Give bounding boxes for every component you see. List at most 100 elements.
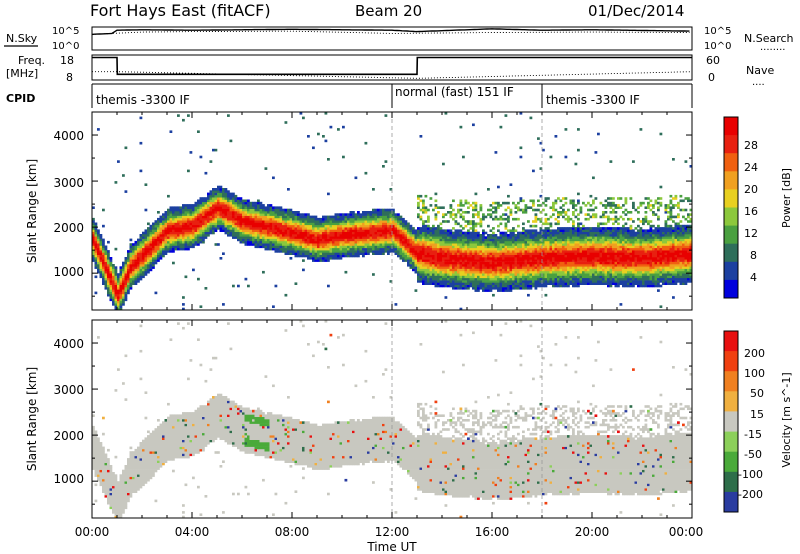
power-cell — [459, 266, 463, 269]
power-cell — [507, 245, 510, 249]
power-cell — [139, 261, 143, 265]
power-cell — [602, 264, 605, 267]
power-cell — [567, 234, 570, 237]
power-cell — [217, 192, 220, 196]
power-cell — [379, 222, 383, 226]
power-cell — [454, 213, 458, 216]
power-cell — [254, 220, 258, 223]
power-cell — [469, 222, 473, 226]
power-cell — [167, 211, 170, 214]
power-cell — [447, 257, 450, 260]
power-cell — [457, 280, 460, 283]
power-cell — [592, 208, 595, 212]
power-cell — [504, 238, 508, 242]
power-cell — [384, 114, 388, 117]
power-cell — [584, 270, 588, 274]
power-cell — [417, 234, 420, 237]
power-cell — [319, 234, 323, 237]
power-cell — [422, 252, 425, 255]
power-cell — [247, 220, 250, 223]
power-cell — [309, 217, 313, 221]
power-cell — [127, 289, 130, 292]
power-cell — [554, 261, 558, 265]
power-cell — [589, 257, 593, 260]
power-cell — [532, 169, 535, 173]
power-cell — [139, 250, 143, 253]
power-cell — [607, 243, 610, 246]
power-cell — [442, 268, 445, 272]
power-cell — [327, 231, 330, 235]
power-cell — [597, 266, 600, 269]
power-cell — [557, 273, 560, 276]
power-cell — [482, 240, 485, 244]
power-cell — [492, 231, 495, 235]
power-cell — [599, 264, 603, 267]
power-cell — [129, 254, 133, 258]
power-cell — [302, 213, 305, 216]
power-cell — [417, 194, 420, 198]
power-cell — [444, 273, 448, 276]
power-cell — [422, 211, 425, 214]
power-cell — [369, 229, 373, 232]
power-cell — [154, 229, 158, 232]
power-cell — [537, 252, 540, 255]
power-cell — [502, 284, 505, 288]
power-cell — [519, 277, 523, 281]
power-cell — [274, 215, 278, 219]
power-cell — [522, 268, 525, 272]
power-cell — [424, 277, 428, 281]
power-cell — [327, 215, 330, 219]
power-cell — [577, 280, 580, 283]
power-cell — [222, 217, 225, 221]
power-cell — [174, 247, 178, 251]
power-cell — [572, 213, 575, 216]
power-cell — [429, 257, 433, 260]
power-cell — [272, 217, 275, 221]
power-cell — [402, 240, 405, 244]
power-cell — [297, 211, 300, 214]
power-cell — [179, 215, 183, 219]
power-cell — [507, 240, 510, 244]
power-cell — [489, 204, 493, 207]
power-cell — [469, 273, 473, 276]
power-cell — [237, 199, 240, 203]
power-cell — [332, 257, 335, 260]
power-cell — [502, 275, 505, 279]
power-cell — [207, 220, 210, 223]
power-cell — [247, 213, 250, 216]
power-cell — [182, 208, 185, 212]
power-cell — [524, 234, 528, 237]
power-cell — [272, 206, 275, 209]
power-cell — [382, 224, 385, 228]
power-cell — [377, 252, 380, 255]
power-cell — [509, 252, 513, 255]
power-cell — [399, 236, 403, 239]
power-cell — [474, 201, 478, 205]
cpid-segment-1: themis -3300 IF — [96, 93, 190, 107]
power-cell — [382, 252, 385, 255]
power-cell — [244, 201, 248, 205]
power-cell — [577, 259, 580, 262]
power-cell — [239, 208, 243, 212]
power-cell — [412, 227, 415, 230]
power-cell — [294, 234, 298, 237]
power-cell — [304, 236, 308, 239]
power-cell — [269, 217, 273, 221]
power-cell — [204, 206, 208, 209]
power-cell — [437, 273, 440, 276]
power-cell — [457, 252, 460, 255]
power-cell — [434, 215, 438, 219]
power-cell — [564, 201, 568, 205]
power-cell — [492, 259, 495, 262]
power-cell — [592, 282, 595, 285]
power-cell — [542, 261, 545, 265]
power-cell — [199, 199, 203, 203]
power-cell — [417, 252, 420, 255]
power-cell — [587, 240, 590, 244]
power-cell — [194, 222, 198, 226]
power-cell — [599, 273, 603, 276]
power-cell — [152, 254, 155, 258]
power-cell — [567, 250, 570, 253]
power-cell — [564, 284, 568, 288]
power-cell — [427, 247, 430, 251]
